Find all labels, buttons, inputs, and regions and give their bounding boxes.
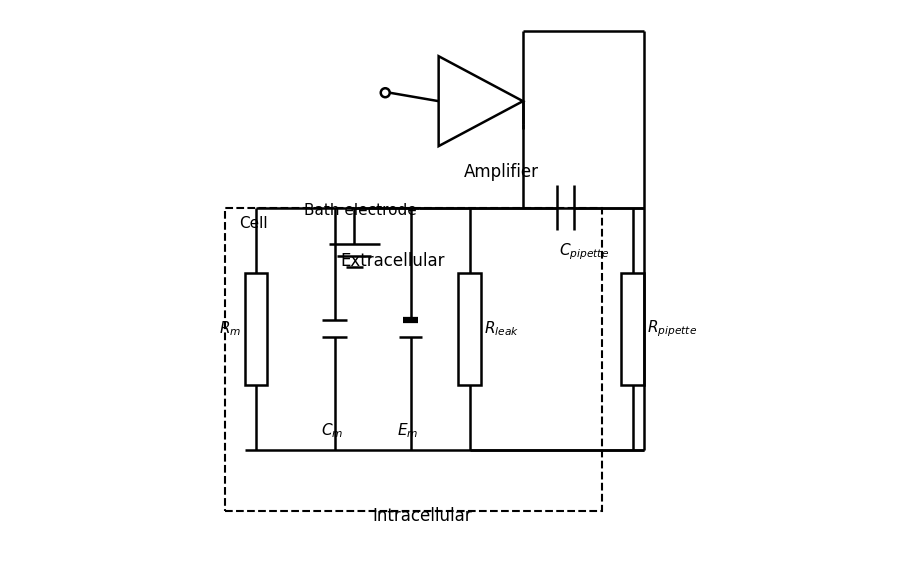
Text: Amplifier: Amplifier [464,163,539,181]
Text: $C_{pipette}$: $C_{pipette}$ [559,242,609,262]
Text: $R_{pipette}$: $R_{pipette}$ [647,319,697,339]
Bar [458,273,481,385]
Text: $C_m$: $C_m$ [321,422,343,440]
Text: $R_m$: $R_m$ [219,319,241,338]
Text: Extracellular: Extracellular [341,252,445,270]
Bar [621,273,644,385]
Text: Intracellular: Intracellular [372,507,472,525]
Bar [245,273,267,385]
Text: $R_{leak}$: $R_{leak}$ [484,319,518,338]
Text: Bath electrode: Bath electrode [303,203,416,218]
Text: Cell: Cell [239,216,268,232]
Text: $E_m$: $E_m$ [397,422,418,440]
